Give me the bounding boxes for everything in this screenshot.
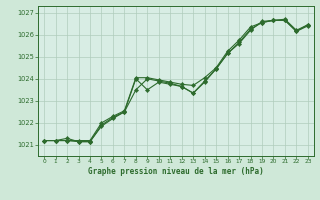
X-axis label: Graphe pression niveau de la mer (hPa): Graphe pression niveau de la mer (hPa)	[88, 167, 264, 176]
